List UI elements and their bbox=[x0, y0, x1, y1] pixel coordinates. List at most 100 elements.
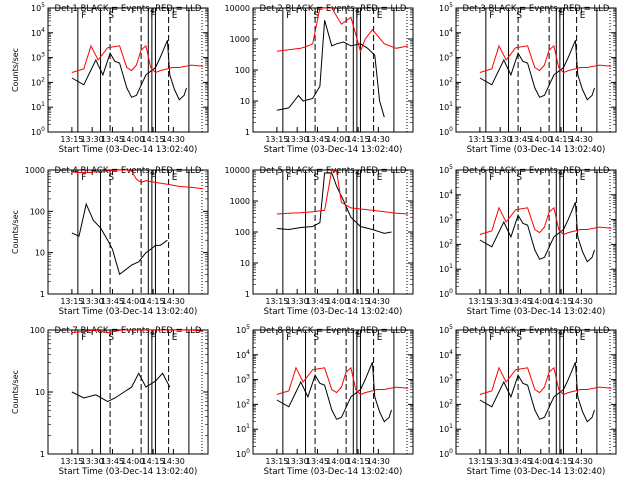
chart-title: Det 1 BLACK = Events, RED = LLD bbox=[55, 4, 202, 14]
segment-letter: S bbox=[516, 333, 522, 343]
x-axis-label: Start Time (03-Dec-14 13:02:40) bbox=[264, 307, 403, 317]
x-tick-label: 13:15 bbox=[265, 135, 288, 144]
y-tick-label: 10000 bbox=[225, 4, 250, 13]
x-tick-label: 14:00 bbox=[326, 297, 349, 306]
segment-letter: F bbox=[81, 11, 86, 21]
y-tick-label: 104 bbox=[439, 189, 453, 200]
y-tick-label: 1000 bbox=[25, 166, 45, 175]
y-tick-label: 102 bbox=[439, 238, 453, 249]
segment-letter: F bbox=[150, 333, 155, 343]
y-tick-label: 10 bbox=[240, 97, 250, 106]
x-axis-label: Start Time (03-Dec-14 13:02:40) bbox=[264, 145, 403, 155]
x-tick-label: 13:45 bbox=[509, 297, 532, 306]
x-tick-label: 13:30 bbox=[489, 135, 512, 144]
x-axis-label: Start Time (03-Dec-14 13:02:40) bbox=[467, 145, 606, 155]
y-tick-label: 100 bbox=[30, 207, 45, 216]
panel-det-4: Det 4 BLACK = Events, RED = LLD 1 10 100 100… bbox=[11, 166, 209, 317]
panel-det-3: Det 3 BLACK = Events, RED = LLD 100 101 102… bbox=[439, 2, 617, 155]
x-tick-label: 14:15 bbox=[550, 457, 573, 466]
x-tick-label: 14:30 bbox=[367, 135, 390, 144]
series-events-line bbox=[71, 372, 171, 403]
y-tick-label: 1 bbox=[40, 450, 45, 459]
x-tick-label: 14:15 bbox=[142, 135, 165, 144]
y-tick-label: 102 bbox=[236, 398, 250, 409]
x-tick-label: 13:45 bbox=[509, 457, 532, 466]
x-tick-label: 13:45 bbox=[101, 135, 124, 144]
x-tick-label: 13:45 bbox=[101, 297, 124, 306]
y-tick-label: 103 bbox=[31, 52, 45, 63]
y-tick-label: 10000 bbox=[225, 166, 250, 175]
series-lld-line bbox=[479, 366, 612, 396]
x-tick-label: 13:30 bbox=[81, 457, 104, 466]
y-tick-label: 10 bbox=[240, 259, 250, 268]
x-tick-label: 14:30 bbox=[162, 297, 185, 306]
chart-title: Det 3 BLACK = Events, RED = LLD bbox=[463, 4, 610, 14]
plot-frame bbox=[47, 169, 209, 295]
series-events-line bbox=[71, 40, 187, 101]
x-axis-label: Start Time (03-Dec-14 13:02:40) bbox=[467, 467, 606, 477]
panel-det-7: Det 7 BLACK = Events, RED = LLD 1 10 100 Cou… bbox=[11, 326, 209, 477]
x-tick-label: 14:00 bbox=[326, 135, 349, 144]
segment-letter: F bbox=[286, 173, 291, 183]
series-lld-line bbox=[71, 170, 204, 190]
series-events-line bbox=[276, 362, 392, 423]
x-tick-label: 13:45 bbox=[306, 135, 329, 144]
plot-frame bbox=[455, 329, 617, 455]
plot-frame bbox=[47, 7, 209, 133]
plot-frame bbox=[455, 7, 617, 133]
x-tick-label: 14:30 bbox=[367, 457, 390, 466]
x-axis-label: Start Time (03-Dec-14 13:02:40) bbox=[467, 307, 606, 317]
x-tick-label: 14:30 bbox=[570, 297, 593, 306]
x-tick-label: 14:15 bbox=[347, 297, 370, 306]
x-tick-label: 14:15 bbox=[142, 297, 165, 306]
y-tick-label: 10 bbox=[35, 388, 45, 397]
y-tick-label: 104 bbox=[439, 349, 453, 360]
segment-letter: F bbox=[355, 11, 360, 21]
chart-title: Det 8 BLACK = Events, RED = LLD bbox=[260, 326, 407, 336]
segment-letter: F bbox=[489, 173, 494, 183]
x-tick-label: 13:45 bbox=[306, 457, 329, 466]
x-axis-label: Start Time (03-Dec-14 13:02:40) bbox=[59, 467, 198, 477]
x-tick-label: 13:15 bbox=[60, 457, 83, 466]
x-tick-label: 14:00 bbox=[121, 297, 144, 306]
y-tick-label: 10 bbox=[35, 249, 45, 258]
y-tick-label: 100 bbox=[235, 228, 250, 237]
y-tick-label: 1 bbox=[245, 290, 250, 299]
x-tick-label: 13:15 bbox=[265, 457, 288, 466]
y-tick-label: 101 bbox=[439, 423, 453, 434]
y-tick-label: 102 bbox=[439, 398, 453, 409]
segment-letter: F bbox=[558, 11, 563, 21]
x-tick-label: 13:30 bbox=[286, 457, 309, 466]
x-tick-label: 14:00 bbox=[326, 457, 349, 466]
segment-letter: S bbox=[313, 333, 319, 343]
y-tick-label: 103 bbox=[439, 214, 453, 225]
x-tick-label: 13:30 bbox=[286, 135, 309, 144]
x-tick-label: 14:00 bbox=[529, 135, 552, 144]
segment-letter: S bbox=[516, 11, 522, 21]
segment-letter: F bbox=[81, 173, 86, 183]
segment-letter: F bbox=[150, 173, 155, 183]
y-tick-label: 1000 bbox=[230, 35, 250, 44]
x-tick-label: 13:30 bbox=[489, 457, 512, 466]
plot-frame bbox=[252, 329, 414, 455]
panel-det-9: Det 9 BLACK = Events, RED = LLD 100 101 102… bbox=[439, 324, 617, 477]
series-events-line bbox=[276, 20, 385, 118]
panel-det-5: Det 5 BLACK = Events, RED = LLD 1 10 100 100… bbox=[225, 166, 414, 317]
x-axis-label: Start Time (03-Dec-14 13:02:40) bbox=[59, 307, 198, 317]
segment-letter: F bbox=[286, 11, 291, 21]
x-tick-label: 14:30 bbox=[162, 457, 185, 466]
y-tick-label: 100 bbox=[235, 66, 250, 75]
x-tick-label: 14:15 bbox=[142, 457, 165, 466]
y-tick-label: 105 bbox=[31, 2, 45, 13]
y-tick-label: 105 bbox=[439, 2, 453, 13]
segment-letter: F bbox=[355, 333, 360, 343]
y-tick-label: 100 bbox=[236, 448, 250, 459]
x-tick-label: 13:15 bbox=[265, 297, 288, 306]
y-tick-label: 101 bbox=[236, 423, 250, 434]
x-tick-label: 14:00 bbox=[529, 457, 552, 466]
panel-det-8: Det 8 BLACK = Events, RED = LLD 100 101 102… bbox=[236, 324, 414, 477]
y-axis-label: Counts/sec bbox=[11, 48, 20, 92]
y-tick-label: 101 bbox=[439, 263, 453, 274]
segment-letter: S bbox=[108, 11, 114, 21]
